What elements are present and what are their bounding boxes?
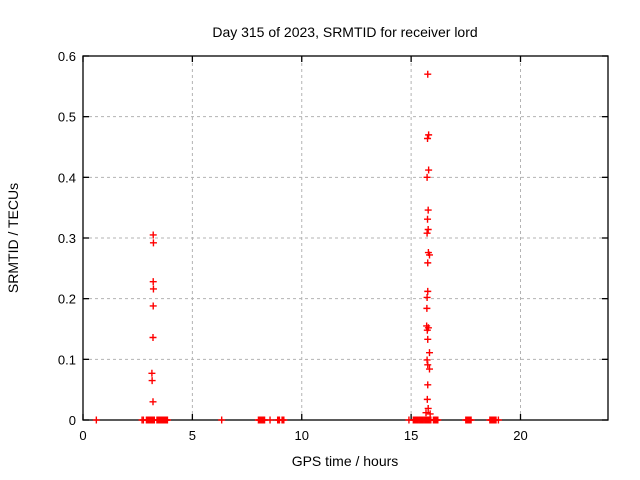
data-point-plus	[424, 404, 432, 412]
data-point-plus	[426, 251, 433, 259]
data-point-plus	[424, 226, 432, 234]
data-point-plus	[423, 304, 431, 312]
y-tick-label: 0.3	[58, 231, 76, 246]
y-tick-label: 0.2	[58, 292, 76, 307]
data-point-plus	[426, 349, 433, 357]
data-point-plus	[494, 416, 502, 424]
data-points	[92, 70, 502, 424]
data-point-plus	[422, 409, 430, 417]
data-point-plus	[423, 173, 431, 181]
data-point-plus	[424, 215, 432, 223]
data-point-plus	[424, 361, 432, 369]
data-point-plus	[149, 278, 157, 286]
data-point-plus	[423, 229, 431, 237]
chart-title: Day 315 of 2023, SRMTID for receiver lor…	[212, 24, 477, 40]
data-point-plus	[434, 416, 442, 424]
data-point-plus	[425, 131, 433, 139]
x-axis-label: GPS time / hours	[292, 453, 399, 469]
data-point-plus	[149, 231, 157, 239]
x-tick-label: 15	[404, 428, 418, 443]
data-point-plus	[149, 239, 157, 247]
data-point-plus	[148, 369, 156, 377]
tick-labels: 0 5 10 15 20 0 0.1 0.2 0.3 0.4 0.5 0.6	[58, 49, 528, 443]
data-point-plus	[424, 381, 432, 389]
data-point-plus	[423, 293, 431, 301]
x-tick-label: 0	[79, 428, 86, 443]
x-tick-label: 10	[295, 428, 309, 443]
data-point-plus	[425, 166, 433, 174]
y-tick-label: 0.5	[58, 110, 76, 125]
data-point-plus	[467, 416, 475, 424]
y-axis-label: SRMTID / TECUs	[5, 183, 21, 293]
data-point-plus	[424, 287, 432, 295]
data-point-plus	[92, 416, 100, 424]
data-point-plus	[424, 70, 432, 78]
y-tick-label: 0.6	[58, 49, 76, 64]
y-tick-label: 0	[69, 413, 76, 428]
data-point-plus	[423, 326, 431, 334]
y-tick-label: 0.4	[58, 170, 76, 185]
data-point-plus	[424, 135, 432, 143]
data-point-plus	[423, 395, 431, 403]
data-point-plus	[163, 416, 171, 424]
data-point-plus	[426, 410, 434, 418]
data-point-plus	[280, 416, 288, 424]
data-point-plus	[426, 365, 433, 373]
data-point-plus	[218, 416, 226, 424]
grid-lines	[83, 56, 608, 420]
axes	[82, 55, 609, 421]
x-tick-label: 20	[513, 428, 527, 443]
data-point-plus	[149, 285, 157, 293]
data-point-plus	[424, 206, 432, 214]
data-point-plus	[424, 259, 432, 267]
data-point-plus	[149, 398, 157, 406]
data-point-plus	[266, 416, 274, 424]
x-tick-label: 5	[189, 428, 196, 443]
y-tick-label: 0.1	[58, 352, 76, 367]
data-point-plus	[424, 335, 432, 343]
data-point-plus	[149, 333, 157, 341]
data-point-plus	[148, 377, 156, 385]
data-point-plus	[149, 302, 157, 310]
